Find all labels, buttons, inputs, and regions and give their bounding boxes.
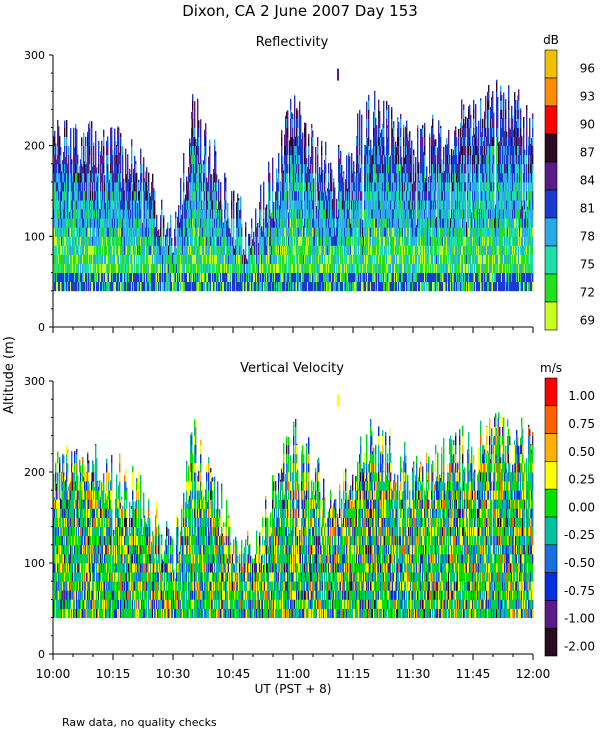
colorbar-label: 90	[580, 117, 595, 131]
x-tick-label: 10:00	[36, 667, 71, 681]
figure-title: Dixon, CA 2 June 2007 Day 153	[182, 2, 418, 20]
colorbar-swatch	[544, 488, 558, 518]
x-tick-label: 11:15	[336, 667, 371, 681]
colorbar-label: -0.25	[564, 528, 595, 542]
x-axis-label: UT (PST + 8)	[255, 682, 332, 696]
colorbar-swatch	[544, 377, 558, 407]
colorbar-label: 1.00	[568, 389, 595, 403]
axes: 0 100 200 300 10:00 10:15 10:30 10:45 11:00 11:15…	[24, 375, 550, 681]
y-tick-label: 300	[24, 49, 45, 62]
colorbar-label: 93	[580, 89, 595, 103]
colorbar-label: 69	[580, 313, 595, 327]
colorbar-swatch	[544, 461, 558, 490]
y-tick-label: 300	[24, 375, 45, 388]
colorbar-label: 72	[580, 285, 595, 299]
echo-field	[53, 394, 534, 618]
colorbar-label: 75	[580, 257, 595, 271]
colorbar-swatch	[544, 161, 558, 191]
y-tick-label: 100	[24, 557, 45, 570]
colorbar-swatch	[544, 301, 558, 331]
colorbar-swatch	[544, 133, 558, 163]
colorbar-unit: dB	[543, 33, 559, 47]
colorbar-label: 0.50	[568, 445, 595, 459]
colorbar-label: 87	[580, 145, 595, 159]
velocity-panel: 0 100 200 300 10:00 10:15 10:30 10:45 11:00 11:15…	[24, 375, 550, 681]
colorbar-label: 84	[580, 173, 595, 187]
y-tick-label: 200	[24, 140, 45, 153]
x-tick-label: 11:30	[396, 667, 431, 681]
colorbar-swatch	[544, 273, 558, 303]
colorbar-swatch	[544, 77, 558, 107]
echo-field	[53, 68, 534, 292]
colorbar-swatch	[544, 572, 558, 601]
y-tick-label: 200	[24, 466, 45, 479]
colorbar-swatch	[544, 217, 558, 247]
colorbar-swatch	[544, 516, 558, 546]
colorbar-swatch	[544, 433, 558, 462]
colorbar-label: 0.75	[568, 417, 595, 431]
y-tick-label: 100	[24, 230, 45, 243]
colorbar-swatch	[544, 245, 558, 275]
reflectivity-title: Reflectivity	[256, 35, 329, 50]
velocity-colorbar: m/s 1.00 0.75 0.50 0.25 0.00 -0.25 -0.50 -0.75 -1…	[540, 361, 595, 657]
x-tick-label: 11:00	[276, 667, 311, 681]
reflectivity-panel: 0 100 200 300	[24, 49, 534, 334]
colorbar-label: 78	[580, 229, 595, 243]
colorbar-label: -1.00	[564, 612, 595, 626]
colorbar-swatch	[544, 105, 558, 135]
colorbar-unit: m/s	[540, 361, 562, 375]
x-tick-label: 10:30	[156, 667, 191, 681]
reflectivity-colorbar: dB 96 93 90 87 84 81 78 75 72 69	[543, 33, 595, 331]
colorbar-swatch	[544, 600, 558, 629]
y-tick-label: 0	[38, 321, 45, 334]
colorbar-swatch	[544, 544, 558, 573]
colorbar-swatch	[544, 627, 558, 657]
colorbar-label: 0.25	[568, 473, 595, 487]
footer-note: Raw data, no quality checks	[62, 716, 217, 729]
y-axis-label: Altitude (m)	[2, 336, 17, 414]
colorbar-label: 0.00	[568, 500, 595, 514]
y-tick-label: 0	[38, 648, 45, 661]
colorbar-swatch	[544, 405, 558, 434]
colorbar-label: -0.75	[564, 584, 595, 598]
x-tick-label: 10:45	[216, 667, 251, 681]
colorbar-label: -2.00	[564, 639, 595, 653]
axes: 0 100 200 300	[24, 49, 534, 334]
x-tick-label: 11:45	[456, 667, 491, 681]
colorbar-label: 81	[580, 201, 595, 215]
colorbar-label: 96	[580, 61, 595, 75]
colorbar-swatch	[544, 49, 558, 79]
colorbar-label: -0.50	[564, 556, 595, 570]
velocity-title: Vertical Velocity	[240, 361, 344, 376]
colorbar-swatch	[544, 189, 558, 219]
x-tick-label: 12:00	[516, 667, 551, 681]
x-tick-label: 10:15	[96, 667, 131, 681]
